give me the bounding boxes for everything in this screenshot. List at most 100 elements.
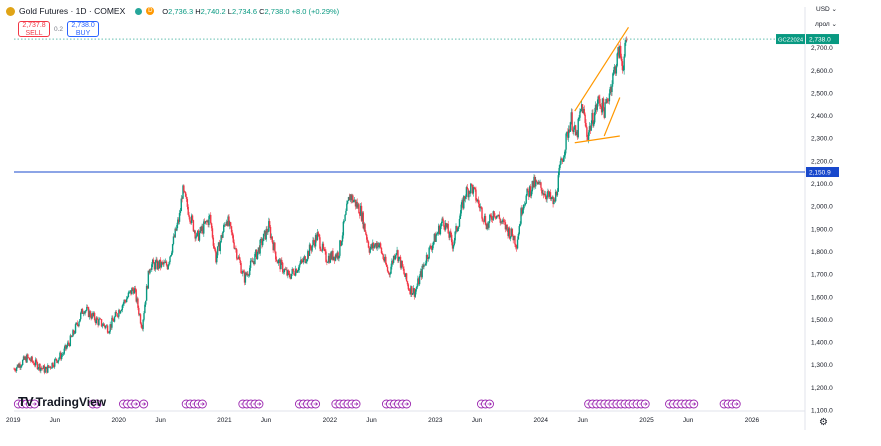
candle-body [446,223,449,228]
candle-body [353,199,356,201]
candle-body [109,324,111,332]
candle-body [515,247,518,249]
candle-body [561,158,563,161]
candle-body [474,187,476,190]
candle-body [381,253,384,255]
candle-body [185,196,188,199]
currency-selector[interactable]: USD ⌄ [816,5,837,13]
candle-body [448,233,450,238]
candle-body [473,187,475,188]
candle-body [619,45,622,57]
candle-body [203,221,206,224]
interval-badge: D [146,7,155,15]
candle-body [504,222,507,230]
candle-body [222,231,224,238]
candle-body [327,255,330,263]
candle-body [142,319,144,329]
candle-body [33,362,35,365]
candle-body [53,366,55,368]
y-tick-label: 1,400.0 [811,340,833,347]
candle-body [593,122,595,126]
y-tick-label: 2,400.0 [811,113,833,120]
gold-coin-icon [6,6,15,16]
candle-body [69,335,72,347]
candle-body [277,259,280,264]
candle-body [57,359,59,363]
candle-body [582,109,585,114]
candle-body [46,366,48,373]
candle-body [453,240,455,245]
candle-body [288,270,290,274]
candle-body [314,242,316,247]
candle-body [226,221,228,226]
candle-body [548,191,550,197]
candle-body [96,317,98,320]
candle-body [463,196,466,199]
x-tick-label: Jun [683,417,694,424]
sell-label: SELL [25,30,43,37]
sell-button[interactable]: 2,737.8 SELL [18,21,50,37]
candle-body [139,314,142,324]
candle-body [248,275,250,276]
candle-body [426,254,429,259]
candle-body [317,232,319,235]
candle-body [38,364,40,369]
candle-body [62,353,65,355]
y-tick-label: 2,300.0 [811,136,833,143]
candle-body [320,250,323,252]
candle-body [145,285,148,301]
candle-body [431,248,433,250]
candle-body [15,367,18,372]
candle-body [478,203,481,209]
candle-body [412,288,415,294]
candle-body [168,262,170,265]
candle-body [241,273,243,274]
candle-body [28,357,30,359]
candle-body [24,356,26,360]
candle-body [133,288,136,294]
candle-body [268,221,271,227]
candle-body [508,228,510,236]
candle-body [325,251,327,262]
candle-body [349,194,351,201]
candle-body [164,261,167,263]
candle-body [584,114,586,123]
candle-body [503,221,506,223]
candle-body [522,209,524,214]
candle-body [70,335,72,337]
y-tick-label: 1,500.0 [811,317,833,324]
candle-body [576,131,579,138]
symbol-legend[interactable]: Gold Futures · 1D · COMEX D O2,736.3 H2,… [6,4,339,18]
candle-body [60,352,62,360]
candle-body [291,268,293,274]
scale-mode-selector[interactable]: лрол ⌄ [815,20,837,28]
candle-body [14,368,16,371]
candle-body [301,260,304,263]
candle-body [89,311,91,317]
candle-body [51,362,53,369]
tradingview-logo[interactable]: TV TradingView [18,394,106,409]
candle-body [37,368,39,370]
candle-body [17,364,20,368]
open-value: 2,736.3 [168,6,194,16]
candle-body [507,228,509,236]
candle-body [281,260,283,263]
candle-body [149,269,151,273]
candle-body [240,263,242,274]
candle-body [112,320,115,322]
candle-body [21,365,23,367]
candle-body [294,274,296,276]
gear-icon[interactable]: ⚙ [819,417,828,428]
buy-button[interactable]: 2,738.0 BUY [67,21,100,37]
candle-body [136,298,138,302]
candle-body [526,188,528,196]
candle-body [144,304,146,314]
candle-body [377,243,379,248]
candle-body [489,214,491,222]
candle-body [609,86,611,94]
symbol-title[interactable]: Gold Futures · 1D · COMEX [19,6,126,16]
candle-body [91,312,93,319]
candle-body [482,218,484,221]
